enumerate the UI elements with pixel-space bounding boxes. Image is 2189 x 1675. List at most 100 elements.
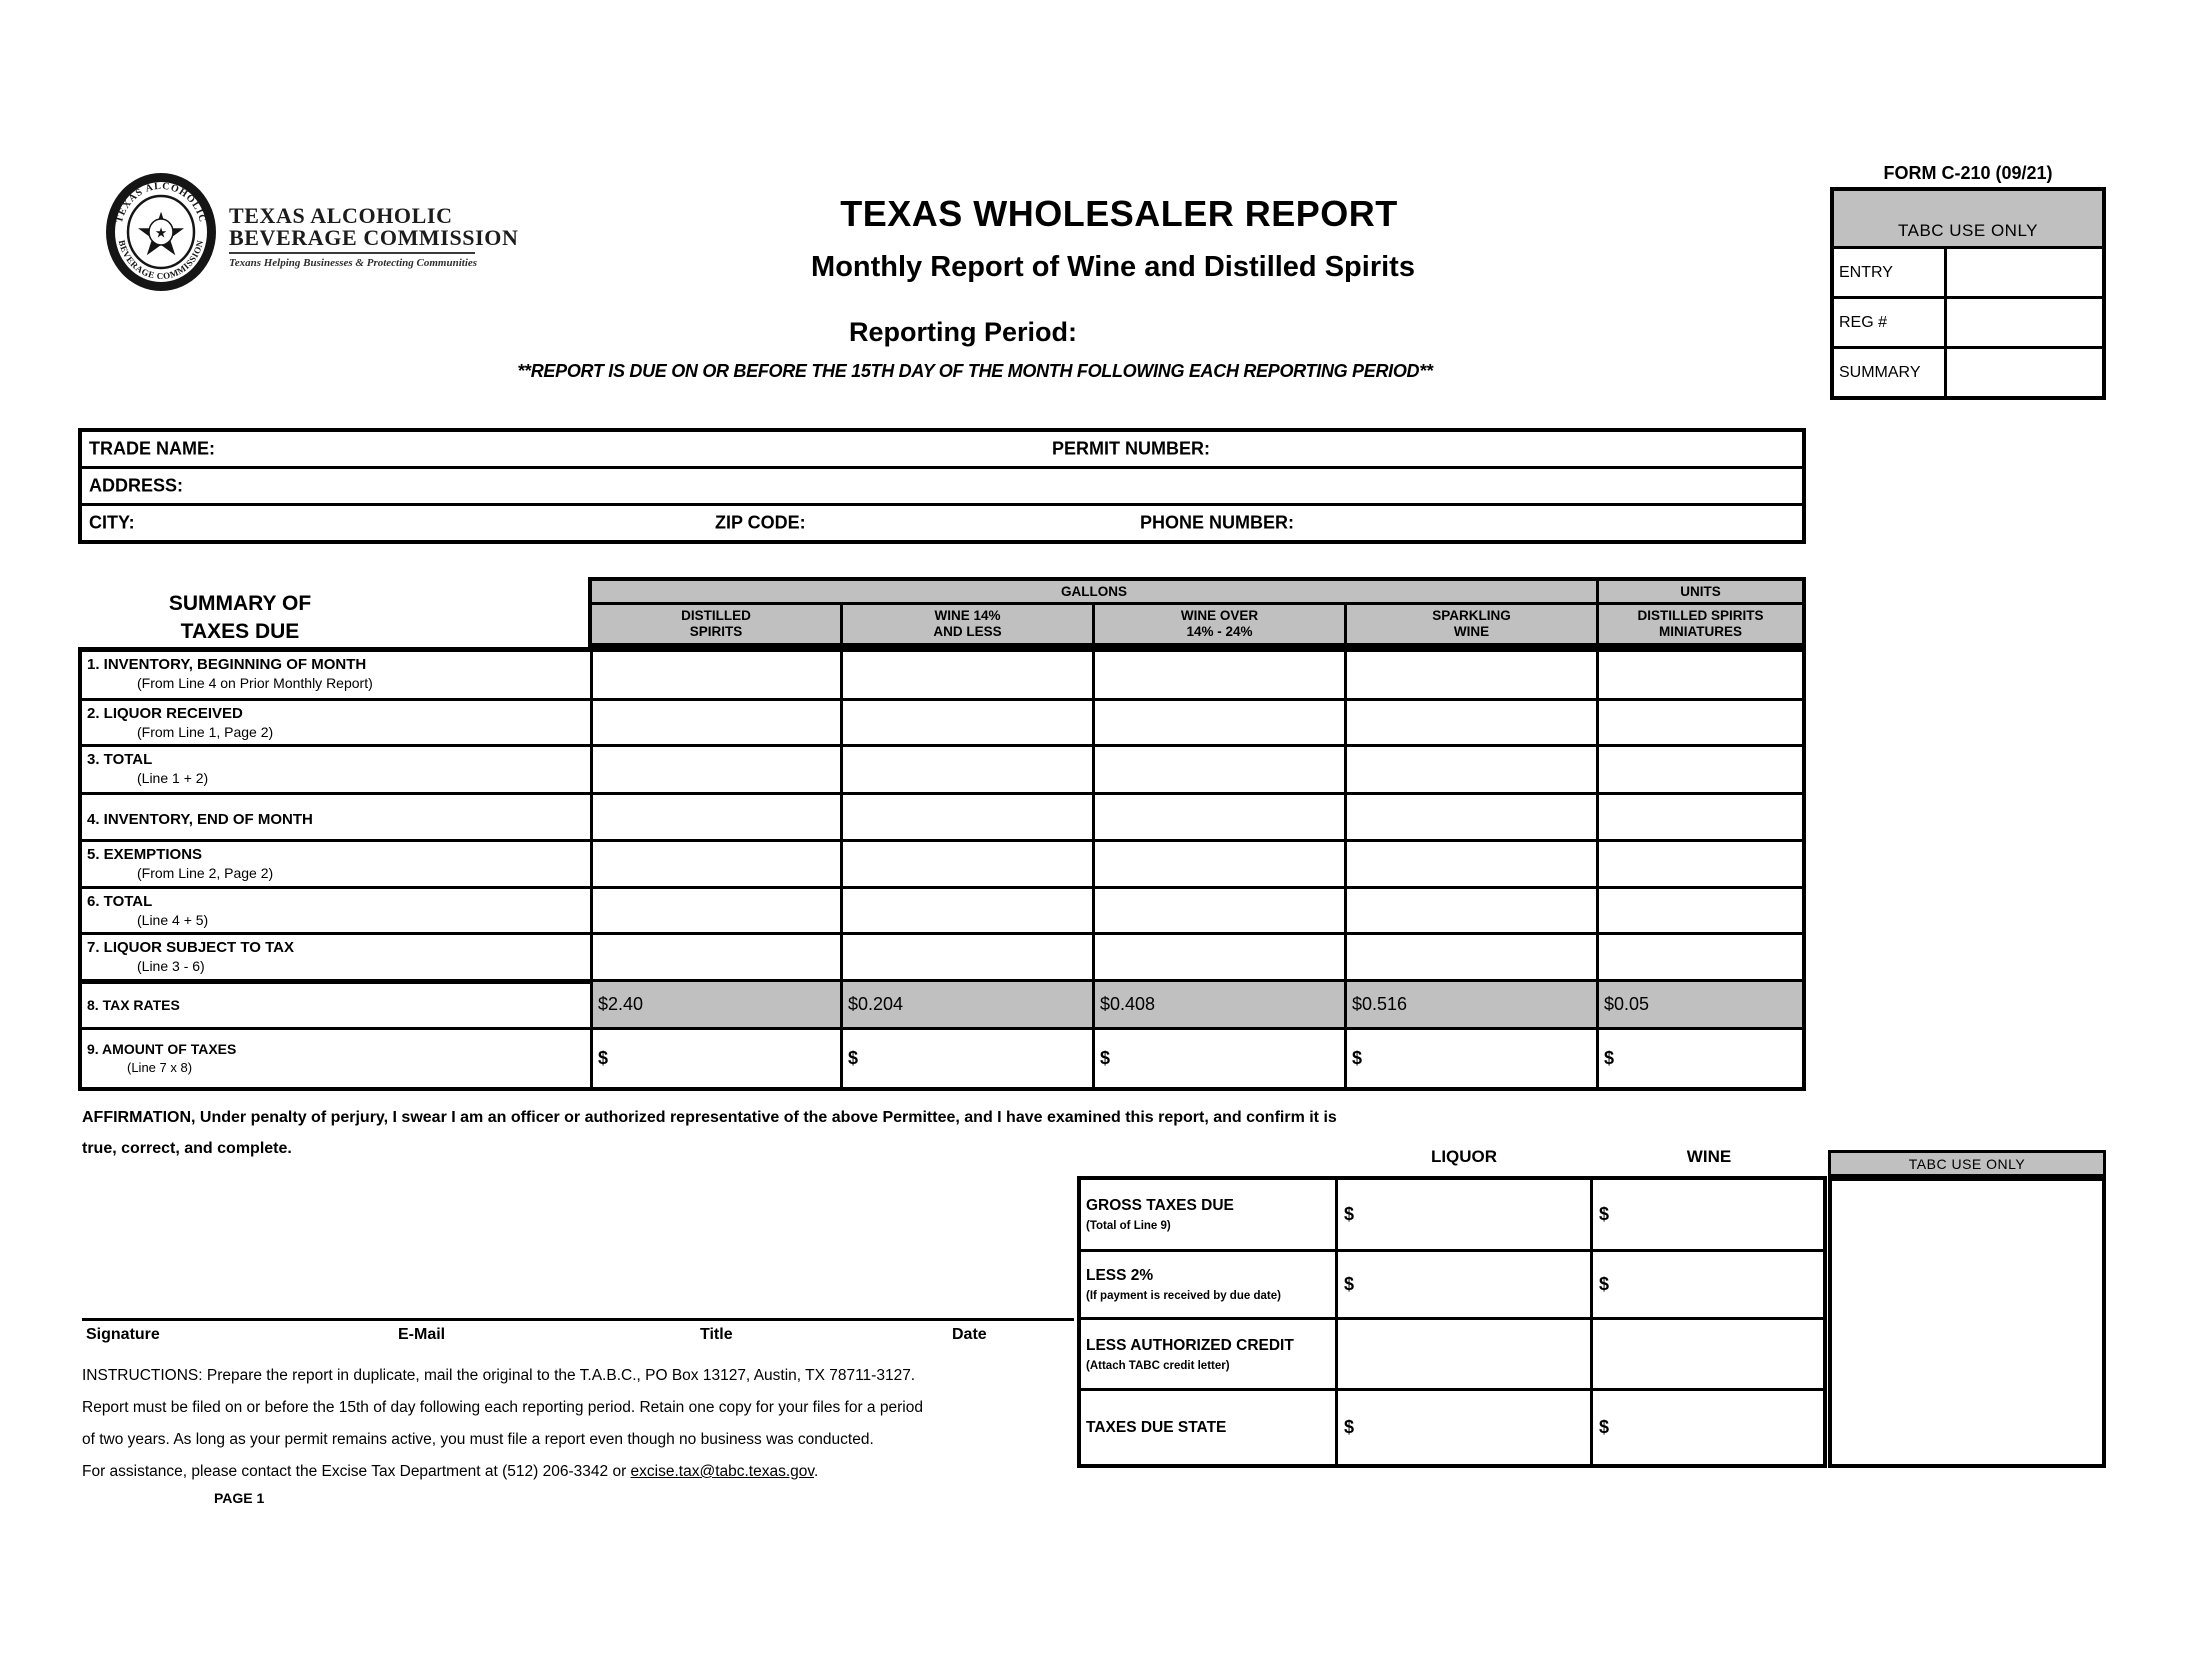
- wine-column-header: WINE: [1686, 1147, 1732, 1166]
- row1-wineover14-cell[interactable]: [1092, 652, 1344, 698]
- row5-sparkling-cell[interactable]: [1344, 839, 1596, 886]
- summary-of-taxes-due-heading: SUMMARY OF TAXES DUE: [90, 590, 390, 646]
- col-header-wine-over-14-24: WINE OVER 14% - 24%: [1092, 602, 1344, 643]
- row3-label: 3. TOTAL (Line 1 + 2): [82, 744, 590, 792]
- row5-wine14-cell[interactable]: [840, 839, 1092, 886]
- tabc-use-only-box-bottom[interactable]: [1828, 1177, 2106, 1468]
- row1-wine14-cell[interactable]: [840, 652, 1092, 698]
- row5-label: 5. EXEMPTIONS (From Line 2, Page 2): [82, 839, 590, 886]
- row4-wine14-cell[interactable]: [840, 792, 1092, 839]
- star-icon-small: ★: [155, 225, 168, 241]
- summary-table-body: 1. INVENTORY, BEGINNING OF MONTH (From Li…: [78, 647, 1806, 1091]
- taxes-due-state-liquor-cell[interactable]: $: [1335, 1388, 1590, 1464]
- row3-wine14-cell[interactable]: [840, 744, 1092, 792]
- liquor-column-header: LIQUOR: [1430, 1147, 1498, 1166]
- title-label: Title: [700, 1326, 733, 1343]
- summary-heading-line2: TAXES DUE: [180, 620, 300, 643]
- reg-number-label: REG #: [1834, 299, 1947, 346]
- row2-label: 2. LIQUOR RECEIVED (From Line 1, Page 2): [82, 698, 590, 744]
- row6-distilled-spirits-cell[interactable]: [590, 886, 840, 932]
- col-header-distilled-spirits: DISTILLED SPIRITS: [592, 602, 840, 643]
- city-zip-phone-row[interactable]: CITY: ZIP CODE: PHONE NUMBER:: [82, 503, 1802, 540]
- row4-sparkling-cell[interactable]: [1344, 792, 1596, 839]
- amount-sparkling-cell[interactable]: $: [1344, 1027, 1596, 1087]
- row7-label: 7. LIQUOR SUBJECT TO TAX (Line 3 - 6): [82, 932, 590, 979]
- tabc-reg-row: REG #: [1834, 299, 2102, 349]
- row7-wine14-cell[interactable]: [840, 932, 1092, 979]
- less-2-percent-liquor-cell[interactable]: $: [1335, 1249, 1590, 1317]
- row6-miniatures-cell[interactable]: [1596, 886, 1802, 932]
- row5-distilled-spirits-cell[interactable]: [590, 839, 840, 886]
- gross-taxes-due-label: GROSS TAXES DUE (Total of Line 9): [1086, 1197, 1234, 1232]
- row7-miniatures-cell[interactable]: [1596, 932, 1802, 979]
- row4-miniatures-cell[interactable]: [1596, 792, 1802, 839]
- tabc-summary-row: SUMMARY: [1834, 349, 2102, 396]
- less-authorized-credit-wine-cell[interactable]: [1590, 1317, 1823, 1388]
- row3-sparkling-cell[interactable]: [1344, 744, 1596, 792]
- gallons-group-header: GALLONS: [1061, 583, 1127, 599]
- row2-wineover14-cell[interactable]: [1092, 698, 1344, 744]
- col-header-wine-14-and-less: WINE 14% AND LESS: [840, 602, 1092, 643]
- col-header-sparkling-wine: SPARKLING WINE: [1344, 602, 1596, 643]
- zip-code-label: ZIP CODE:: [715, 512, 806, 533]
- address-row[interactable]: ADDRESS:: [82, 466, 1802, 503]
- signature-line[interactable]: [82, 1318, 1074, 1321]
- row1-miniatures-cell[interactable]: [1596, 652, 1802, 698]
- row3-wineover14-cell[interactable]: [1092, 744, 1344, 792]
- wordmark-divider: [229, 252, 475, 254]
- address-label: ADDRESS:: [89, 475, 184, 496]
- row8-tax-rates-label: 8. TAX RATES: [82, 979, 590, 1027]
- row6-sparkling-cell[interactable]: [1344, 886, 1596, 932]
- tabc-use-only-header: TABC USE ONLY: [1834, 191, 2102, 249]
- agency-name-line2: BEVERAGE COMMISSION: [229, 225, 519, 250]
- entry-field[interactable]: [1947, 249, 2102, 296]
- gross-taxes-wine-cell[interactable]: $: [1590, 1180, 1823, 1249]
- row6-wine14-cell[interactable]: [840, 886, 1092, 932]
- amount-wine14-cell[interactable]: $: [840, 1027, 1092, 1087]
- row2-wine14-cell[interactable]: [840, 698, 1092, 744]
- amount-wineover14-cell[interactable]: $: [1092, 1027, 1344, 1087]
- taxes-due-state-label: TAXES DUE STATE: [1081, 1388, 1335, 1464]
- taxes-due-state-wine-cell[interactable]: $: [1590, 1388, 1823, 1464]
- units-group-header: UNITS: [1596, 581, 1802, 602]
- row4-distilled-spirits-cell[interactable]: [590, 792, 840, 839]
- less-2-percent-wine-cell[interactable]: $: [1590, 1249, 1823, 1317]
- row4-label: 4. INVENTORY, END OF MONTH: [82, 792, 590, 839]
- row3-distilled-spirits-cell[interactable]: [590, 744, 840, 792]
- row7-distilled-spirits-cell[interactable]: [590, 932, 840, 979]
- page-subtitle: Monthly Report of Wine and Distilled Spi…: [811, 251, 1415, 283]
- less-authorized-credit-liquor-cell[interactable]: [1335, 1317, 1590, 1388]
- summary-field[interactable]: [1947, 349, 2102, 396]
- row5-wineover14-cell[interactable]: [1092, 839, 1344, 886]
- instructions-line1: INSTRUCTIONS: Prepare the report in dupl…: [82, 1367, 916, 1384]
- summary-heading-line1: SUMMARY OF: [168, 592, 312, 615]
- row1-distilled-spirits-cell[interactable]: [590, 652, 840, 698]
- signature-label: Signature: [86, 1326, 160, 1343]
- row7-wineover14-cell[interactable]: [1092, 932, 1344, 979]
- tax-rate-wineover14: $0.408: [1092, 979, 1344, 1027]
- tabc-entry-row: ENTRY: [1834, 249, 2102, 299]
- row1-sparkling-cell[interactable]: [1344, 652, 1596, 698]
- date-label: Date: [952, 1326, 987, 1343]
- amount-distilled-spirits-cell[interactable]: $: [590, 1027, 840, 1087]
- row6-wineover14-cell[interactable]: [1092, 886, 1344, 932]
- row2-distilled-spirits-cell[interactable]: [590, 698, 840, 744]
- trade-name-row[interactable]: TRADE NAME: PERMIT NUMBER:: [82, 432, 1802, 466]
- reporting-period-label[interactable]: Reporting Period:: [849, 317, 1077, 347]
- row3-miniatures-cell[interactable]: [1596, 744, 1802, 792]
- row7-sparkling-cell[interactable]: [1344, 932, 1596, 979]
- row4-wineover14-cell[interactable]: [1092, 792, 1344, 839]
- trade-name-label: TRADE NAME:: [89, 438, 215, 459]
- excise-tax-email-link[interactable]: excise.tax@tabc.texas.gov: [630, 1463, 814, 1480]
- taxes-due-table: GROSS TAXES DUE (Total of Line 9) $ $ LES…: [1077, 1176, 1827, 1468]
- row2-miniatures-cell[interactable]: [1596, 698, 1802, 744]
- row6-label: 6. TOTAL (Line 4 + 5): [82, 886, 590, 932]
- tax-rate-miniatures: $0.05: [1596, 979, 1802, 1027]
- row2-sparkling-cell[interactable]: [1344, 698, 1596, 744]
- amount-miniatures-cell[interactable]: $: [1596, 1027, 1802, 1087]
- reg-number-field[interactable]: [1947, 299, 2102, 346]
- gross-taxes-liquor-cell[interactable]: $: [1335, 1180, 1590, 1249]
- row5-miniatures-cell[interactable]: [1596, 839, 1802, 886]
- permit-number-label: PERMIT NUMBER:: [1052, 438, 1210, 459]
